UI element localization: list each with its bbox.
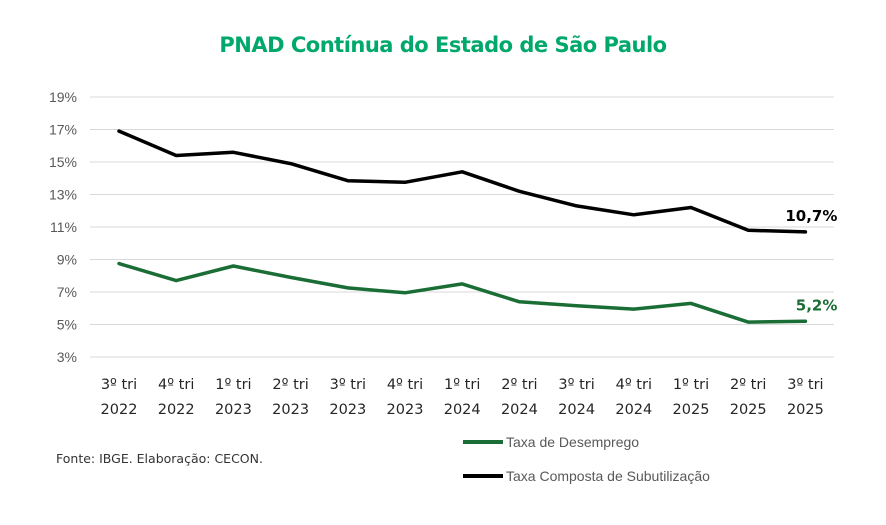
x-tick-label-year: 2022 [101, 402, 138, 418]
y-tick-label: 3% [57, 349, 77, 365]
x-tick-label-year: 2023 [329, 402, 366, 418]
x-tick-label-quarter: 3º tri [558, 377, 594, 393]
series-lines [117, 129, 808, 324]
y-tick-label: 11% [50, 219, 77, 235]
x-tick-label-quarter: 4º tri [387, 377, 423, 393]
x-tick-label-year: 2025 [673, 402, 710, 418]
x-tick-label-quarter: 1º tri [673, 377, 709, 393]
y-tick-label: 17% [49, 122, 77, 138]
end-data-label: 10,7% [785, 207, 837, 225]
x-tick-label-year: 2024 [558, 402, 595, 418]
data-labels: 5,2% 10,7% [785, 207, 837, 314]
x-tick-label-year: 2023 [215, 402, 252, 418]
x-tick-label-year: 2023 [387, 402, 424, 418]
series-line-1 [117, 129, 808, 234]
x-tick-label-year: 2023 [272, 402, 309, 418]
legend-item-subutilizacao: Taxa Composta de Subutilização [463, 468, 710, 484]
y-tick-label: 13% [49, 187, 77, 203]
y-tick-label: 7% [57, 284, 77, 300]
legend-item-desemprego: Taxa de Desemprego [463, 434, 639, 450]
legend-swatch-subutilizacao [463, 474, 503, 478]
x-tick-label-quarter: 3º tri [330, 377, 366, 393]
x-tick-label-quarter: 1º tri [444, 377, 480, 393]
x-tick-label-quarter: 3º tri [787, 377, 823, 393]
x-tick-label-quarter: 2º tri [272, 377, 308, 393]
y-tick-label: 9% [57, 252, 77, 268]
gridlines [90, 96, 834, 358]
end-data-label: 5,2% [796, 296, 838, 314]
y-tick-label: 19% [49, 89, 77, 105]
x-tick-label-quarter: 1º tri [215, 377, 251, 393]
x-tick-label-year: 2022 [158, 402, 195, 418]
x-tick-label-quarter: 2º tri [730, 377, 766, 393]
y-axis: 3% 5% 7% 9% 11% 13% 15% 17% 19% [49, 89, 77, 365]
x-axis: 3º tri 2022 4º tri 2022 1º tri 2023 2º tri 2023… [101, 377, 824, 418]
x-tick-label-quarter: 3º tri [101, 377, 137, 393]
x-tick-label-quarter: 4º tri [616, 377, 652, 393]
x-tick-label-quarter: 2º tri [501, 377, 537, 393]
legend-label-subutilizacao: Taxa Composta de Subutilização [506, 468, 710, 484]
chart-title: PNAD Contínua do Estado de São Paulo [219, 33, 667, 57]
y-tick-label: 5% [57, 317, 77, 333]
legend-swatch-desemprego [463, 440, 503, 444]
x-tick-label-year: 2024 [615, 402, 652, 418]
x-tick-label-year: 2024 [444, 402, 481, 418]
legend-label-desemprego: Taxa de Desemprego [506, 434, 640, 450]
x-tick-label-quarter: 4º tri [158, 377, 194, 393]
x-tick-label-year: 2025 [730, 402, 767, 418]
y-tick-label: 15% [49, 154, 77, 170]
source-note: Fonte: IBGE. Elaboração: CECON. [56, 451, 263, 466]
series-line-0 [117, 261, 808, 324]
x-tick-label-year: 2025 [787, 402, 824, 418]
x-tick-label-year: 2024 [501, 402, 538, 418]
